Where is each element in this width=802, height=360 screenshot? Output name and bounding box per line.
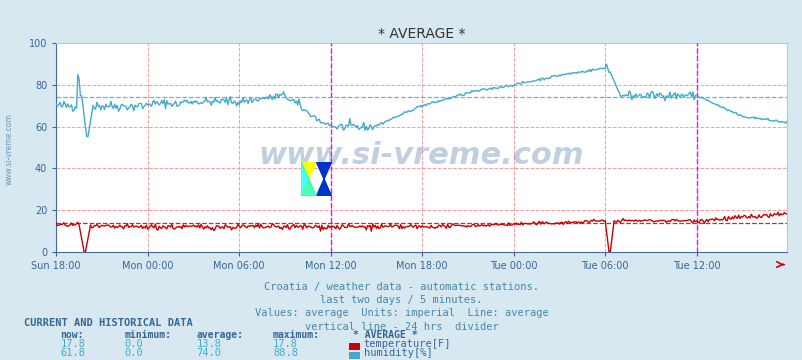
Polygon shape — [301, 162, 316, 196]
Text: 0.0: 0.0 — [124, 348, 143, 359]
Polygon shape — [301, 162, 316, 196]
Text: www.si-vreme.com: www.si-vreme.com — [5, 113, 14, 185]
Text: CURRENT AND HISTORICAL DATA: CURRENT AND HISTORICAL DATA — [24, 318, 192, 328]
Text: Values: average  Units: imperial  Line: average: Values: average Units: imperial Line: av… — [254, 309, 548, 319]
Text: 74.0: 74.0 — [196, 348, 221, 359]
Text: 17.8: 17.8 — [60, 339, 85, 349]
Text: Croatia / weather data - automatic stations.: Croatia / weather data - automatic stati… — [264, 282, 538, 292]
Text: humidity[%]: humidity[%] — [363, 348, 432, 359]
Title: * AVERAGE *: * AVERAGE * — [378, 27, 464, 41]
Text: last two days / 5 minutes.: last two days / 5 minutes. — [320, 295, 482, 305]
Text: average:: average: — [196, 330, 244, 340]
Text: minimum:: minimum: — [124, 330, 172, 340]
Text: maximum:: maximum: — [273, 330, 320, 340]
Text: 61.8: 61.8 — [60, 348, 85, 359]
Polygon shape — [316, 162, 331, 196]
Text: 13.8: 13.8 — [196, 339, 221, 349]
Text: 17.8: 17.8 — [273, 339, 298, 349]
Text: now:: now: — [60, 330, 83, 340]
Text: temperature[F]: temperature[F] — [363, 339, 451, 349]
Text: 88.8: 88.8 — [273, 348, 298, 359]
Text: * AVERAGE *: * AVERAGE * — [353, 330, 417, 340]
Text: vertical line - 24 hrs  divider: vertical line - 24 hrs divider — [304, 322, 498, 332]
Text: www.si-vreme.com: www.si-vreme.com — [258, 141, 584, 170]
Text: 0.0: 0.0 — [124, 339, 143, 349]
